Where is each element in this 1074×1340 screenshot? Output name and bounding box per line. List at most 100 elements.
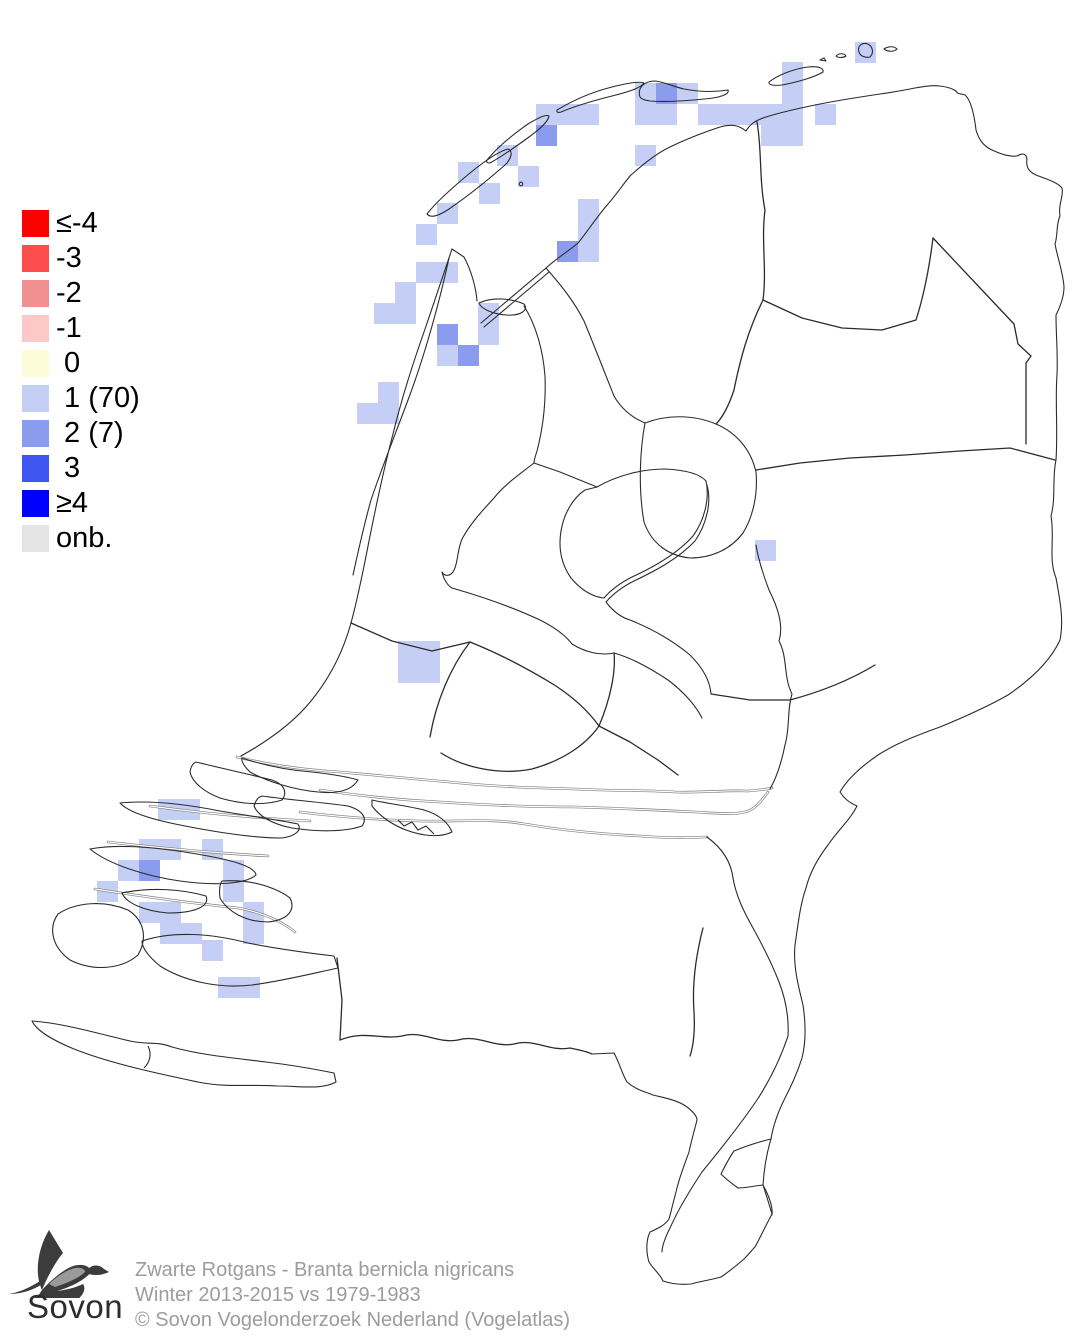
legend-swatch xyxy=(22,385,49,412)
island-texel xyxy=(426,148,512,217)
legend-item: -3 xyxy=(22,241,140,276)
grid-square-level1 xyxy=(815,104,836,125)
grid-square-level1 xyxy=(698,104,719,125)
afsluitdijk xyxy=(480,267,550,328)
grid-square-level1 xyxy=(536,104,557,125)
braakman-inlet xyxy=(143,1045,151,1069)
water-grevelingen-inner xyxy=(107,841,269,857)
grid-square-level1 xyxy=(202,940,223,961)
border-brabant-west xyxy=(336,957,343,1041)
swallow-tail-streamer xyxy=(9,1279,45,1294)
legend: ≤-4 -3 -2 -1 0 1 (70) 2 (7) 3 ≥4 onb. xyxy=(22,206,140,556)
legend-item: 1 (70) xyxy=(22,381,140,416)
coast-denhelder xyxy=(451,248,478,302)
grid-square-level1 xyxy=(416,224,437,245)
grid-square-level1 xyxy=(118,860,139,881)
legend-item: 0 xyxy=(22,346,140,381)
grid-square-level1 xyxy=(478,324,499,345)
grid-square-level1 xyxy=(719,104,740,125)
river-maas-west-inner xyxy=(299,811,708,839)
islet-simonszand xyxy=(819,57,827,62)
river-waal-inner xyxy=(319,789,769,815)
grid-square-level1 xyxy=(782,104,803,125)
polder-noordoostpolder xyxy=(639,416,757,559)
canal-noordholland xyxy=(352,257,450,576)
wadden-islands-layer xyxy=(426,42,898,217)
grid-square-level1 xyxy=(378,403,399,424)
grid-square-level1 xyxy=(578,241,599,262)
grid-squares-layer xyxy=(97,42,876,998)
grid-square-level1 xyxy=(357,403,378,424)
swallow-wing-sheen xyxy=(49,1267,85,1287)
grid-square-level1 xyxy=(419,662,440,683)
grid-square-level1 xyxy=(395,303,416,324)
grid-square-level1 xyxy=(218,977,239,998)
island-griend xyxy=(518,181,524,187)
grid-square-level1 xyxy=(518,166,539,187)
swallow-upper-wing xyxy=(37,1230,63,1290)
legend-label: 0 xyxy=(56,347,81,379)
islet-boschplaat xyxy=(835,53,847,59)
sovon-logo-icon xyxy=(9,1230,109,1298)
border-limburg-south xyxy=(591,1052,773,1285)
grid-square-level1 xyxy=(761,125,782,146)
grid-square-level1 xyxy=(782,62,803,83)
coast-noordholland-east xyxy=(441,305,546,589)
grid-square-level1 xyxy=(578,199,599,220)
border-friesland-drenthe xyxy=(762,237,934,331)
grid-square-level1 xyxy=(181,923,202,944)
grid-square-level1 xyxy=(378,382,399,403)
grid-square-level1 xyxy=(139,839,160,860)
coast-groningen-east-border xyxy=(805,85,1065,889)
grid-square-level1 xyxy=(437,345,458,366)
grid-square-level1 xyxy=(437,203,458,224)
legend-swatch xyxy=(22,280,49,307)
grid-square-level1 xyxy=(497,145,518,166)
grid-square-level1 xyxy=(755,540,776,561)
border-overijssel-gelderland xyxy=(710,664,876,701)
border-friesland-groningen xyxy=(756,121,766,301)
biesbosch-creeks xyxy=(397,819,435,835)
legend-swatch xyxy=(22,315,49,342)
swallow-head xyxy=(89,1265,109,1276)
grid-square-level1 xyxy=(139,902,160,923)
grid-square-level1 xyxy=(557,104,578,125)
island-ijsselmonde xyxy=(241,757,359,794)
river-maas-limburg xyxy=(661,836,789,1253)
grid-square-level1 xyxy=(202,839,223,860)
island-ameland xyxy=(638,80,729,102)
river-rijn-lek-inner xyxy=(236,756,773,793)
grid-square-level1 xyxy=(160,923,181,944)
grid-square-level1 xyxy=(761,104,782,125)
island-terschelling xyxy=(556,81,645,113)
border-groningen-drenthe xyxy=(932,237,1032,445)
coast-markermeer-south xyxy=(451,587,703,719)
coast-friesland-wadden xyxy=(545,87,916,269)
grid-square-level1 xyxy=(223,881,244,902)
legend-label: -1 xyxy=(56,312,82,344)
legend-label: 3 xyxy=(56,452,81,484)
grid-square-level1 xyxy=(416,262,437,283)
legend-swatch xyxy=(22,420,49,447)
border-utrecht-rivers xyxy=(598,725,679,776)
legend-item: ≤-4 xyxy=(22,206,140,241)
grid-square-level2 xyxy=(458,345,479,366)
legend-label: ≤-4 xyxy=(56,207,98,239)
border-brabant-limburg xyxy=(689,927,704,1057)
island-goeree xyxy=(119,801,300,839)
border-noordholland-zuidholland xyxy=(350,622,471,652)
grid-square-level1 xyxy=(458,162,479,183)
legend-swatch xyxy=(22,350,49,377)
coast-friesland-ijsselmeer xyxy=(545,267,646,424)
river-ijssel xyxy=(755,544,793,790)
grid-square-level2 xyxy=(437,324,458,345)
island-voorne-putten xyxy=(189,761,286,805)
grid-square-level2 xyxy=(139,860,160,881)
legend-label: 1 (70) xyxy=(56,382,140,414)
caption-species: Zwarte Rotgans - Branta bernicla nigrica… xyxy=(135,1259,515,1281)
legend-item: -2 xyxy=(22,276,140,311)
legend-item: 3 xyxy=(22,451,140,486)
rivers-inner xyxy=(94,756,773,933)
legend-swatch xyxy=(22,490,49,517)
